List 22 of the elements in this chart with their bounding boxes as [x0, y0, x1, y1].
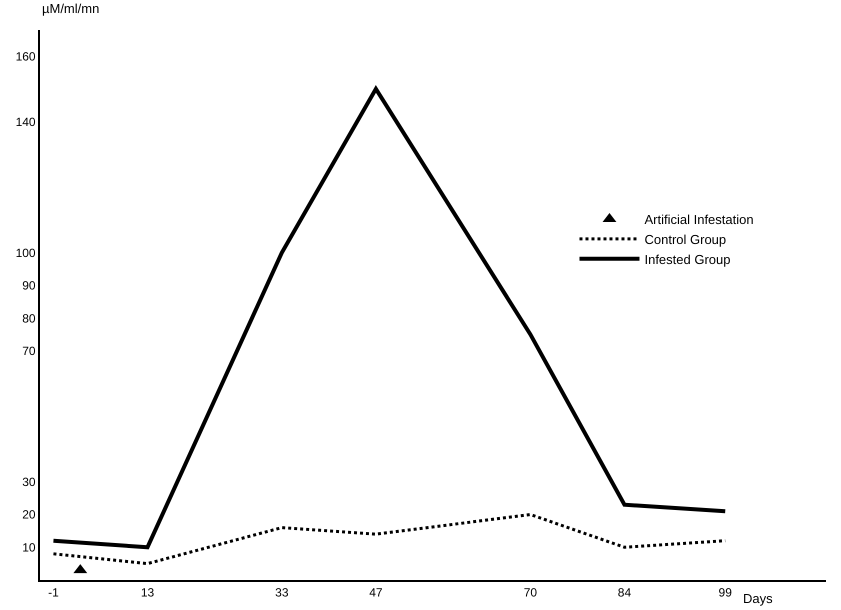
x-axis-title: Days	[743, 591, 774, 606]
y-tick-label: 30	[22, 474, 36, 489]
legend-label: Artificial Infestation	[644, 212, 754, 228]
y-tick-label: 160	[16, 49, 36, 64]
x-tick-label: 99	[718, 585, 732, 600]
x-tick-label: 13	[140, 585, 154, 600]
legend-label: Control Group	[644, 232, 726, 247]
y-tick-label: 20	[22, 508, 36, 522]
y-tick-label: 100	[16, 246, 36, 260]
x-tick-label: 84	[618, 585, 632, 600]
y-tick-label: 10	[22, 540, 36, 554]
y-tick-label: 80	[22, 311, 36, 326]
x-tick-label: -1	[48, 585, 60, 600]
x-tick-label: 47	[369, 585, 383, 600]
y-axis-title: µM/ml/mn	[42, 1, 100, 16]
line-series	[52, 513, 727, 566]
x-tick-label: 70	[524, 585, 538, 600]
x-tick-label: 33	[275, 585, 289, 600]
y-tick-label: 90	[22, 278, 36, 293]
y-tick-label: 140	[16, 114, 36, 129]
legend-label: Infested Group	[644, 252, 730, 267]
y-tick-label: 70	[22, 344, 36, 358]
